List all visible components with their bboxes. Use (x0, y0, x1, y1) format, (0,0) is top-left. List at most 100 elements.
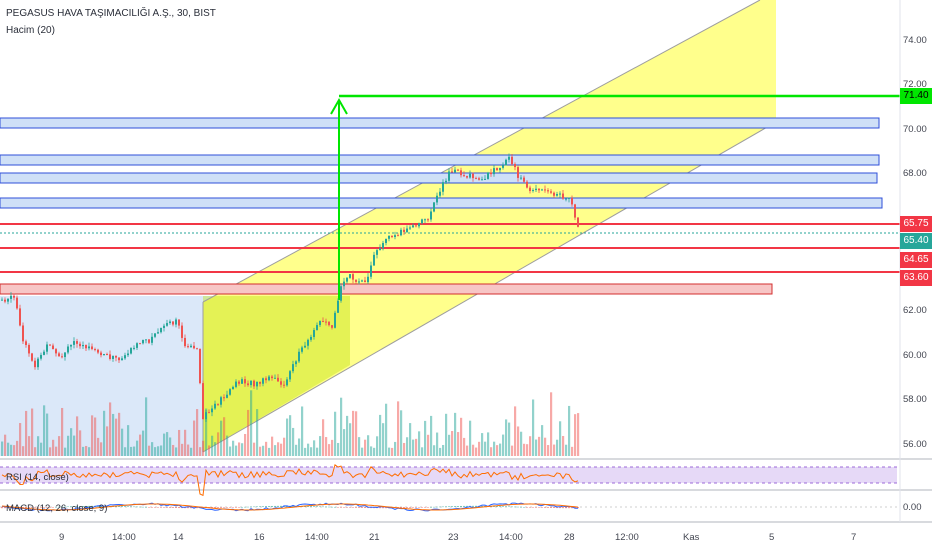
volume-bar (178, 429, 181, 456)
candle-body (181, 325, 183, 338)
blue-band-1[interactable] (0, 117, 880, 129)
macd-hist-bar (472, 505, 474, 507)
candle-body (382, 242, 384, 249)
macd-hist-bar (436, 506, 438, 508)
macd-hist-bar (466, 505, 468, 507)
price-tag-target[interactable]: 71.40 (900, 88, 932, 104)
macd-hist-bar (49, 507, 51, 508)
volume-bar (409, 423, 412, 456)
volume-bar (28, 436, 31, 456)
symbol-title[interactable]: PEGASUS HAVA TAŞIMACILIĞI A.Ş., 30, BIST (6, 8, 216, 19)
volume-bar (553, 444, 556, 456)
macd-label[interactable]: MACD (12, 26, close, 9) (6, 503, 108, 514)
volume-bar (181, 443, 184, 456)
macd-hist-bar (169, 507, 171, 508)
candle-body (250, 380, 252, 386)
volume-bar (238, 442, 241, 456)
candle-body (142, 339, 144, 344)
volume-indicator-label[interactable]: Hacim (20) (6, 25, 55, 36)
volume-bar (346, 415, 349, 456)
volume-bar (217, 432, 220, 456)
price-tick: 60.00 (903, 350, 927, 361)
volume-bar (541, 425, 544, 456)
macd-hist-bar (76, 506, 78, 507)
volume-bar (304, 447, 307, 456)
time-tick: 14:00 (499, 532, 523, 543)
volume-bar (502, 434, 505, 456)
macd-hist-bar (229, 507, 231, 508)
macd-hist-bar (319, 506, 321, 507)
volume-bar (91, 415, 94, 456)
macd-hist-bar (538, 507, 540, 508)
candle-body (184, 337, 186, 347)
volume-bar (484, 441, 487, 456)
macd-hist-bar (337, 507, 339, 508)
macd-hist-bar (190, 507, 192, 509)
yellow-channel-zone (203, 0, 776, 452)
macd-hist-bar (364, 507, 366, 508)
macd-hist-bar (427, 507, 429, 508)
rsi-label[interactable]: RSI (14, close) (6, 472, 69, 483)
volume-bar (361, 447, 364, 456)
candle-body (241, 379, 243, 384)
macd-hist-bar (262, 506, 264, 507)
candle-body (145, 339, 147, 341)
volume-bar (385, 403, 388, 456)
volume-bar (97, 437, 100, 456)
candle-body (7, 298, 9, 302)
red-support-box[interactable] (0, 283, 773, 295)
candle-body (106, 354, 108, 356)
candle-body (511, 156, 513, 165)
macd-hist-bar (70, 506, 72, 507)
price-tag-resistance[interactable]: 64.65 (900, 252, 932, 268)
price-tag-resistance[interactable]: 65.75 (900, 216, 932, 232)
volume-bar (253, 442, 256, 456)
macd-hist-bar (259, 506, 261, 507)
candle-body (4, 299, 6, 302)
macd-hist-bar (358, 507, 360, 508)
volume-bar (1, 441, 4, 456)
volume-bar (547, 445, 550, 456)
blue-band-2[interactable] (0, 154, 880, 166)
candle-body (325, 321, 327, 323)
volume-bar (223, 417, 226, 456)
volume-bar (94, 417, 97, 456)
candle-body (349, 274, 351, 278)
channel-top-line[interactable] (202, 0, 761, 303)
blue-band-4[interactable] (0, 197, 883, 209)
macd-hist-bar (22, 507, 24, 509)
candle-body (517, 167, 519, 178)
volume-bar (418, 431, 421, 456)
price-tag-last[interactable]: 65.40 (900, 233, 932, 249)
candle-body (412, 225, 414, 228)
macd-hist-bar (451, 506, 453, 507)
price-tag-resistance[interactable]: 63.60 (900, 270, 932, 286)
price-tick: 58.00 (903, 394, 927, 405)
candle-body (466, 176, 468, 178)
volume-bar (571, 446, 574, 456)
volume-bar (460, 417, 463, 456)
time-tick: 21 (369, 532, 380, 543)
volume-bar (577, 413, 580, 456)
volume-bar (331, 439, 334, 456)
macd-hist-bar (517, 506, 519, 508)
candle-body (109, 354, 111, 359)
volume-bar (337, 442, 340, 456)
macd-hist-bar (235, 507, 237, 508)
volume-bar (106, 426, 109, 456)
candle-body (553, 192, 555, 196)
volume-bar (160, 445, 163, 456)
macd-hist-bar (316, 506, 318, 507)
macd-hist-bar (247, 506, 249, 508)
blue-band-3[interactable] (0, 172, 878, 184)
macd-hist-bar (433, 506, 435, 508)
candle-body (415, 225, 417, 227)
candle-body (442, 182, 444, 192)
volume-bar (229, 446, 232, 456)
rsi-band (0, 467, 897, 483)
volume-bar (136, 440, 139, 456)
volume-bar (568, 405, 571, 456)
candle-body (55, 349, 57, 354)
